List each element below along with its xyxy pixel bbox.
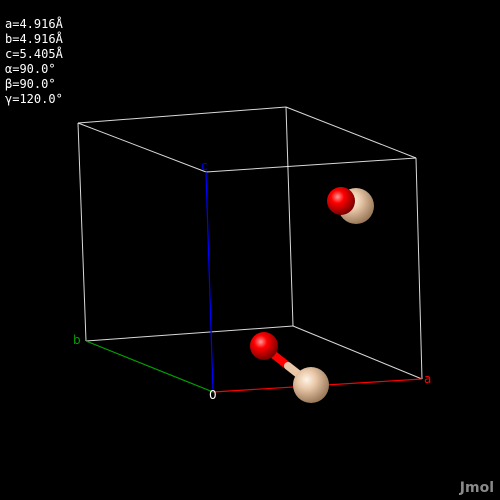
cell-edge	[292, 325, 423, 380]
cell-param-alpha: α=90.0°	[5, 62, 56, 76]
silicon-atom[interactable]	[293, 367, 329, 403]
cell-edge	[415, 157, 423, 380]
cell-edge	[77, 122, 87, 342]
axis-origin-label: 0	[209, 388, 217, 402]
jmol-brand: Jmol	[459, 480, 494, 496]
axis-c-label: c	[201, 159, 208, 173]
cell-edge	[77, 122, 207, 173]
oxygen-atom[interactable]	[327, 187, 355, 215]
unit-cell-edges	[77, 106, 423, 380]
axis-c-line	[205, 171, 214, 393]
cell-edge	[285, 106, 294, 327]
oxygen-atom[interactable]	[250, 332, 278, 360]
cell-param-beta: β=90.0°	[5, 77, 56, 91]
cell-edge	[85, 325, 294, 342]
cell-param-gamma: γ=120.0°	[5, 92, 63, 106]
cell-param-a: a=4.916Å	[5, 17, 63, 31]
axis-b-label: b	[73, 333, 81, 347]
cell-param-c: c=5.405Å	[5, 47, 63, 61]
cell-parameters: a=4.916Å b=4.916Å c=5.405Å α=90.0° β=90.…	[5, 17, 63, 107]
cell-param-b: b=4.916Å	[5, 32, 63, 46]
axis-b-line	[85, 340, 214, 393]
axis-a-label: a	[424, 372, 431, 386]
cell-edge	[77, 106, 287, 124]
cell-edge	[205, 157, 417, 173]
cell-edge	[285, 106, 417, 159]
